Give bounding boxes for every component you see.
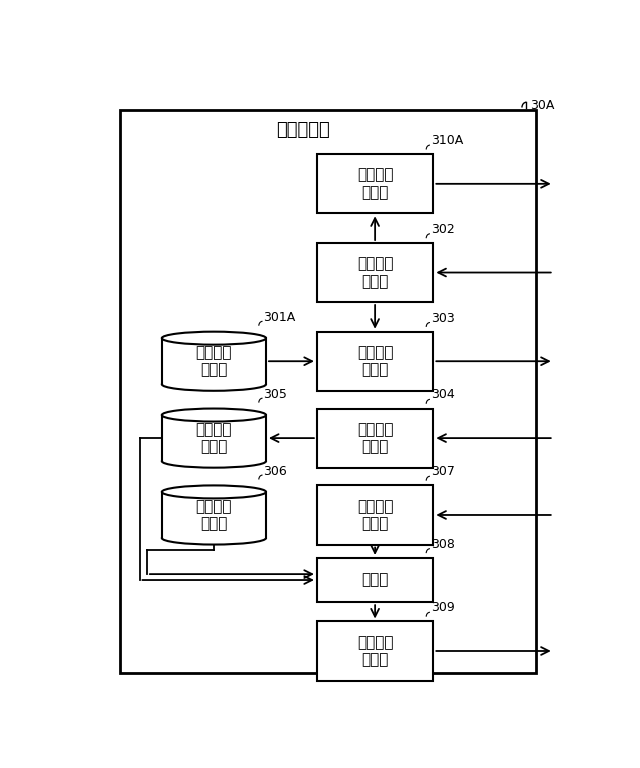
Bar (162, 415, 266, 461)
Text: 301A: 301A (264, 311, 296, 324)
Text: 制御情報
記憶部: 制御情報 記憶部 (196, 345, 232, 377)
Text: 警告情報
送信部: 警告情報 送信部 (357, 167, 394, 200)
Text: 30A: 30A (531, 98, 555, 111)
Text: 検出情報
記憶部: 検出情報 記憶部 (196, 422, 232, 455)
Bar (120, 110, 536, 673)
Text: 305: 305 (264, 388, 287, 401)
Ellipse shape (162, 531, 266, 545)
Text: 検出情報
受信部: 検出情報 受信部 (357, 422, 394, 455)
Text: 308: 308 (431, 538, 455, 551)
Bar (317, 332, 433, 391)
Text: 起動情報
受信部: 起動情報 受信部 (357, 257, 394, 289)
Bar (162, 338, 266, 384)
Bar (317, 485, 433, 545)
Bar (317, 154, 433, 214)
Bar (162, 492, 266, 538)
Text: 310A: 310A (431, 134, 463, 147)
Text: 出力情報
送信部: 出力情報 送信部 (357, 635, 394, 667)
Ellipse shape (162, 332, 266, 345)
Text: 307: 307 (431, 465, 455, 478)
Bar (317, 558, 433, 602)
Text: 補正部: 補正部 (362, 572, 389, 588)
Text: 304: 304 (431, 389, 454, 402)
Text: 303: 303 (431, 312, 454, 325)
Text: 306: 306 (264, 465, 287, 478)
Text: 制御情報
送信部: 制御情報 送信部 (357, 345, 394, 377)
Ellipse shape (162, 378, 266, 391)
Text: 補正情報
記憶部: 補正情報 記憶部 (196, 498, 232, 531)
Ellipse shape (162, 455, 266, 468)
Text: サーバ装置: サーバ装置 (276, 121, 330, 138)
Ellipse shape (162, 409, 266, 422)
Bar (317, 243, 433, 302)
Bar (317, 409, 433, 468)
Bar (317, 621, 433, 680)
Text: 出力要求
受信部: 出力要求 受信部 (357, 498, 394, 531)
Text: 309: 309 (431, 601, 454, 614)
Text: 302: 302 (431, 223, 454, 236)
Ellipse shape (162, 485, 266, 498)
